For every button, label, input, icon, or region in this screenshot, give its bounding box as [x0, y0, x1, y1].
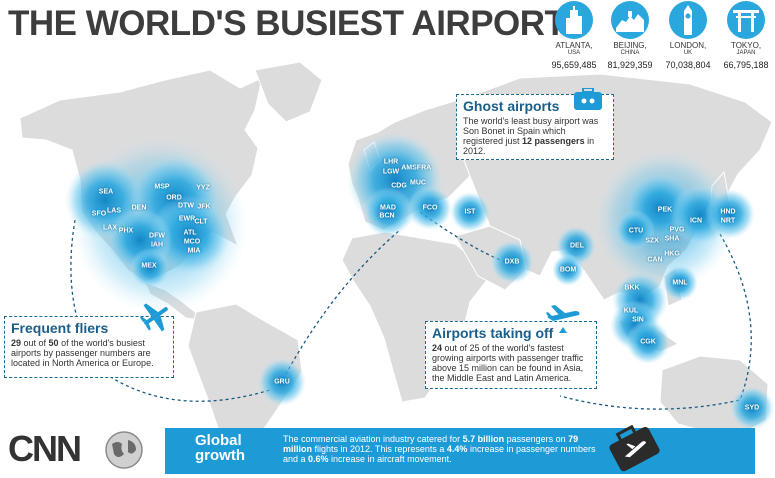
airport-label: EWR: [178, 215, 196, 223]
airport-label: BKK: [624, 284, 640, 292]
airport-label: SZX: [645, 237, 659, 245]
airport-label: ORD: [166, 194, 182, 202]
airport-label: MAD: [380, 204, 396, 212]
airport-label: SIN: [632, 316, 644, 324]
global-growth-banner: Global growth The commercial aviation ind…: [165, 424, 755, 474]
city-country: UK: [683, 50, 693, 56]
luggage-tag-icon: [605, 424, 665, 476]
airplane-icon: [138, 298, 174, 334]
airport-label: AMS: [401, 164, 417, 172]
city-atlanta: ATLANTA, USA 95,659,485: [546, 0, 602, 71]
airport-label: SYD: [744, 404, 760, 412]
airport-glows: [65, 132, 774, 430]
arc-americas-to-south-america: [70, 219, 271, 402]
airport-label: LAS: [107, 207, 121, 215]
frequent-fliers-box: Frequent fliers 29 out of 50 of the worl…: [4, 316, 174, 378]
airport-label: MIA: [187, 247, 201, 255]
airport-label: SHA: [664, 235, 680, 243]
city-country: CHINA: [620, 50, 640, 56]
taking-off-title: Airports taking off: [432, 325, 554, 341]
airport-label: MCO: [183, 238, 201, 246]
frequent-fliers-title: Frequent fliers: [11, 320, 109, 336]
taking-off-box: Airports taking off 24 out of 25 of the …: [425, 321, 597, 389]
city-passengers: 66,795,188: [723, 60, 769, 70]
city-name: ATLANTA,: [555, 41, 593, 50]
global-growth-text: The commercial aviation industry catered…: [283, 434, 596, 464]
great-wall-icon: [611, 1, 649, 39]
city-beijing: BEIJING, CHINA 81,929,359: [602, 0, 658, 71]
city-name: TOKYO,: [730, 41, 762, 50]
airport-label: SEA: [98, 188, 114, 196]
city-tokyo: TOKYO, JAPAN 66,795,188: [718, 0, 774, 71]
airport-label: IAH: [150, 241, 164, 249]
airport-label: LHR: [383, 158, 399, 166]
airport-label: LGW: [382, 168, 400, 176]
airport-label: FRA: [416, 164, 432, 172]
city-country: JAPAN: [736, 50, 756, 56]
airport-label: PHX: [118, 227, 134, 235]
global-growth-title: Global growth: [195, 432, 245, 464]
airport-label: DEL: [570, 242, 584, 250]
airport-label: GRU: [274, 378, 290, 386]
airport-label: JFK: [197, 203, 211, 211]
ghost-airports-title: Ghost airports: [463, 98, 560, 114]
airport-label: CLT: [194, 218, 208, 226]
airport-label: SFO: [91, 210, 107, 218]
airport-label: MUC: [410, 179, 426, 187]
airport-label: IST: [464, 208, 476, 216]
airport-label: DTW: [178, 202, 194, 210]
airport-label: DFW: [149, 232, 165, 240]
ghost-airports-text: The world's least busy airport was Son B…: [463, 116, 599, 156]
city-london: LONDON, UK 70,038,804: [660, 0, 716, 71]
airport-label: HKG: [664, 250, 680, 258]
airport-label: HND: [720, 208, 736, 216]
city-passengers: 81,929,359: [607, 60, 653, 70]
airport-label: MEX: [141, 262, 157, 270]
airport-label: BOM: [559, 266, 577, 274]
city-name: BEIJING,: [613, 41, 647, 50]
airport-label: MSP: [154, 183, 170, 191]
city-passengers: 95,659,485: [551, 60, 597, 70]
airport-label: FCO: [422, 204, 438, 212]
airport-label: DXB: [504, 258, 520, 266]
top-cities: ATLANTA, USA 95,659,485 BEIJING, CHINA 8…: [546, 0, 775, 88]
airport-label: LAX: [103, 224, 117, 232]
globe-icon: [104, 430, 144, 470]
airport-label: CDG: [391, 182, 407, 190]
greenland-shape: [254, 61, 323, 123]
airport-label: PVG: [669, 226, 685, 234]
frequent-fliers-text: 29 out of 50 of the world's busiest airp…: [11, 338, 154, 368]
airport-label: ICN: [689, 217, 703, 225]
city-country: USA: [567, 50, 581, 56]
city-name: LONDON,: [669, 41, 707, 50]
city-passengers: 70,038,804: [665, 60, 711, 70]
big-ben-icon: [669, 1, 707, 39]
page-title: THE WORLD'S BUSIEST AIRPORTS: [8, 4, 589, 43]
cnn-logo: CNN: [8, 428, 82, 469]
airport-label: CGK: [640, 338, 656, 346]
suitcase-icon: [574, 87, 602, 110]
airport-label: PEK: [657, 206, 673, 214]
airport-label: ATL: [183, 229, 197, 237]
torii-gate-icon: [727, 1, 765, 39]
airport-label: NRT: [720, 217, 736, 225]
airport-label: BCN: [379, 212, 395, 220]
airport-label: MNL: [672, 279, 688, 287]
airplane-takeoff-icon: [545, 303, 581, 335]
skyscraper-icon: [555, 1, 593, 39]
airport-label: DEN: [131, 204, 147, 212]
taking-off-text: 24 out of 25 of the world's fastest grow…: [432, 343, 584, 383]
airport-label: YYZ: [196, 184, 210, 192]
airport-label: KUL: [623, 307, 639, 315]
airport-label: CAN: [647, 256, 663, 264]
airport-label: CTU: [628, 227, 644, 235]
